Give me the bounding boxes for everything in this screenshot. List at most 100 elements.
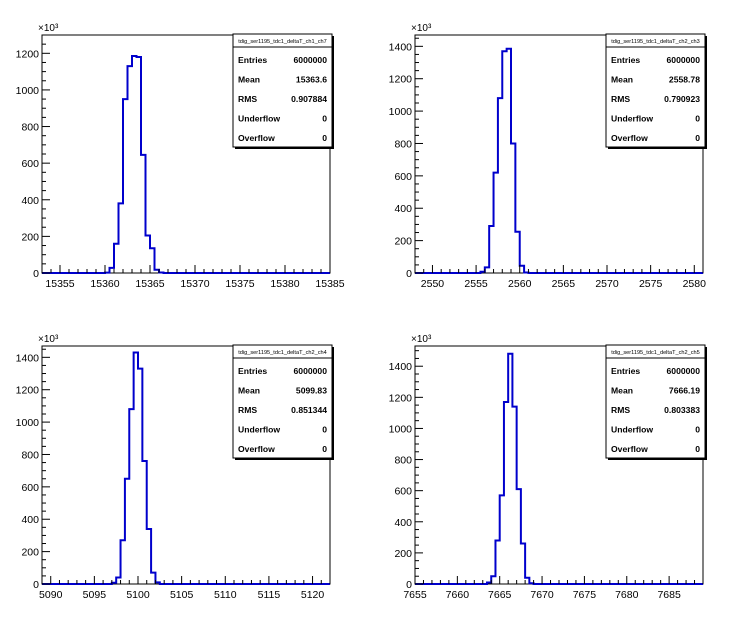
stats-box: tdig_ser1195_tdc1_deltaT_ch2_ch4 Entries 6… [232,344,334,460]
x-tick-label: 7680 [615,589,639,601]
y-tick-label: 1200 [16,385,40,397]
x-tick-label: 15365 [135,278,164,290]
histogram-bin [500,495,504,584]
x-tick-label: 15355 [45,278,74,290]
stats-label-rms: RMS [238,94,257,104]
histogram-bin [132,56,137,273]
stats-value-entries: 6000000 [294,55,328,65]
histogram-bin [489,226,493,273]
stats-label-underflow: Underflow [238,114,280,124]
x-tick-label: 15360 [90,278,119,290]
histogram-bin [508,354,512,584]
y-tick-label: 1400 [389,361,413,373]
y-tick-label: 1200 [16,48,40,60]
stats-label-entries: Entries [611,366,640,376]
y-multiplier-label: ×10³ [38,334,59,345]
y-tick-label: 800 [394,455,412,467]
stats-value-mean: 7666.19 [669,386,700,396]
histogram-bin [480,272,484,273]
y-tick-label: 400 [394,517,412,529]
x-tick-label: 5095 [83,589,107,601]
x-tick-label: 2550 [421,278,445,290]
stats-value-overflow: 0 [695,444,700,454]
stats-value-mean: 2558.78 [669,75,700,85]
stats-title: tdig_ser1195_tdc1_deltaT_ch2_ch4 [238,350,327,356]
stats-title: tdig_ser1195_tdc1_deltaT_ch2_ch3 [611,39,700,45]
stats-value-underflow: 0 [322,114,327,124]
stats-label-rms: RMS [238,405,257,415]
y-multiplier-label: ×10³ [411,23,432,34]
y-tick-label: 400 [21,514,39,526]
stats-label-mean: Mean [611,75,633,85]
histogram-bin [159,272,164,273]
y-tick-label: 0 [406,579,412,591]
histogram-bin [529,583,533,584]
x-tick-label: 7665 [488,589,512,601]
stats-value-underflow: 0 [695,114,700,124]
histogram-line [415,352,703,585]
stats-box: tdig_ser1195_tdc1_deltaT_ch2_ch3 Entries 6… [605,33,707,149]
histogram-bin [110,268,115,273]
histogram-line [42,351,330,585]
histogram-bin [138,369,142,584]
stats-value-rms: 0.790923 [664,94,700,104]
histogram-bin [515,232,519,273]
stats-value-overflow: 0 [322,133,327,143]
histogram-pad-ch2-ch5: 7655 7660 7665 7670 7675 7680 7685 0 200 400 600 80… [373,311,746,622]
stats-label-entries: Entries [238,55,267,65]
x-tick-label: 2555 [464,278,488,290]
histogram-bin [487,582,491,584]
histogram-bin [134,352,138,584]
stats-label-rms: RMS [611,405,630,415]
stats-box: tdig_ser1195_tdc1_deltaT_ch2_ch5 Entries 6… [605,344,707,460]
stats-value-mean: 5099.83 [296,386,327,396]
stats-label-mean: Mean [238,386,260,396]
stats-value-overflow: 0 [695,133,700,143]
y-tick-label: 1400 [389,41,413,53]
histogram-bin [147,529,151,584]
y-multiplier-label: ×10³ [411,334,432,345]
y-tick-label: 600 [21,482,39,494]
x-tick-label: 15380 [270,278,299,290]
y-tick-label: 1000 [16,417,40,429]
y-tick-label: 200 [394,236,412,248]
stats-label-overflow: Overflow [238,133,275,143]
x-tick-label: 7675 [573,589,597,601]
stats-value-rms: 0.907884 [291,94,327,104]
histogram-pad-ch2-ch4: 5090 5095 5100 5105 5110 5115 5120 0 200 400 600 80… [0,311,373,622]
x-tick-label: 2580 [683,278,707,290]
histogram-line [42,55,330,274]
stats-label-entries: Entries [238,366,267,376]
histogram-bin [511,143,515,273]
stats-label-overflow: Overflow [238,444,275,454]
y-tick-label: 0 [406,268,412,280]
stats-box: tdig_ser1195_tdc1_deltaT_ch1_ch7 Entries 6… [232,33,334,149]
histogram-bin [116,578,120,584]
stats-label-entries: Entries [611,55,640,65]
x-tick-label: 15385 [315,278,344,290]
stats-label-underflow: Underflow [611,425,653,435]
y-tick-label: 1200 [389,392,413,404]
histogram-bin [155,582,159,584]
histogram-pad-ch2-ch3: 2550 2555 2560 2565 2570 2575 2580 0 200 400 600 80… [373,0,746,311]
histogram-bin [119,203,124,273]
histogram-bin [128,66,133,273]
histogram-bin [504,402,508,584]
stats-label-overflow: Overflow [611,444,648,454]
histogram-bin [129,409,133,584]
x-tick-label: 2565 [552,278,576,290]
histogram-bin [146,235,151,273]
y-tick-label: 800 [21,449,39,461]
histogram-bin [521,544,525,584]
x-tick-label: 15375 [225,278,254,290]
histogram-bin [121,540,125,584]
stats-title: tdig_ser1195_tdc1_deltaT_ch2_ch5 [611,350,700,356]
x-tick-label: 5115 [258,589,281,601]
histogram-svg: 15355 15360 15365 15370 15375 15380 15385 0 200 4… [16,23,345,290]
x-tick-label: 15370 [180,278,209,290]
y-tick-label: 0 [33,579,39,591]
stats-label-rms: RMS [611,94,630,104]
stats-value-entries: 6000000 [294,366,328,376]
stats-title: tdig_ser1195_tdc1_deltaT_ch1_ch7 [238,39,327,45]
